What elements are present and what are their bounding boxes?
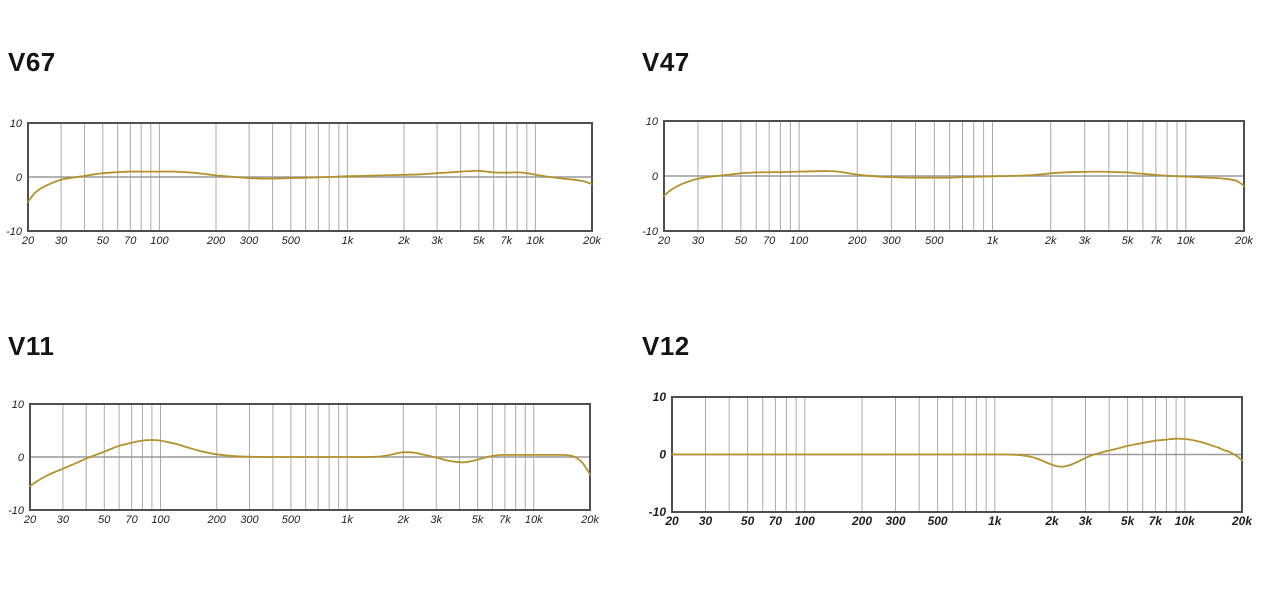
x-axis-tick-label: 30 [57,514,70,526]
x-axis-tick-label: 500 [925,235,944,247]
response-curve [663,170,1245,197]
chart-panel-v47: V47 20 30 50 70 100 200 300 500 1k 2k 3k 5k 7k 10k 20k… [634,0,1268,295]
y-axis-tick-label: 10 [10,118,23,130]
x-axis-tick-label: 70 [763,235,776,247]
response-curve [29,439,591,488]
y-axis-tick-label: 10 [12,399,25,411]
frequency-response-chart-v11: 20 30 50 70 100 200 300 500 1k 2k 3k 5k 7k 10k 20k100-… [8,399,599,526]
x-axis-tick-label: 20k [582,235,601,247]
x-axis-tick-label: 50 [741,514,755,528]
x-axis-tick-label: 2k [397,235,410,247]
x-axis-tick-label: 30 [699,514,713,528]
x-axis-tick-label: 50 [735,235,748,247]
x-axis-tick-label: 7k [1150,235,1162,247]
chart-title-v67: V67 [8,47,56,77]
y-axis-tick-label: -10 [649,505,667,519]
x-axis-tick-label: 30 [55,235,68,247]
response-curve [27,169,593,203]
y-axis-tick-label: 0 [18,452,25,464]
frequency-response-chart-v12: 20 30 50 70 100 200 300 500 1k 2k 3k 5k 7k 10k 20k100-… [649,390,1254,528]
x-axis-tick-label: 5k [473,235,485,247]
chart-panel-v67: V67 20 30 50 70 100 200 300 500 1k 2k 3k 5k 7k 10k 20k… [0,0,634,295]
chart-panel-v12: V12 20 30 50 70 100 200 300 500 1k 2k 3k 5k 7k 10k 20k… [634,295,1268,590]
x-axis-tick-label: 70 [769,514,783,528]
x-axis-tick-label: 7k [1149,514,1164,528]
x-axis-tick-label: 2k [1044,514,1060,528]
y-axis-tick-label: -10 [642,226,659,238]
plot-frame [27,122,593,232]
x-axis-tick-label: 2k [396,514,409,526]
y-axis-tick-label: -10 [8,505,25,517]
x-axis-tick-label: 10k [525,514,543,526]
x-axis-tick-label: 3k [1079,235,1091,247]
x-axis-tick-label: 20 [664,514,679,528]
frequency-response-chart-v67: 20 30 50 70 100 200 300 500 1k 2k 3k 5k 7k 10k 20k100-… [6,118,601,247]
x-axis-tick-label: 20 [21,235,35,247]
x-axis-tick-label: 7k [499,514,511,526]
response-curve [671,437,1243,468]
x-axis-tick-label: 50 [97,235,110,247]
x-axis-tick-label: 3k [430,514,442,526]
x-axis-tick-label: 1k [988,514,1003,528]
y-axis-tick-label: 10 [653,390,667,404]
x-axis-tick-label: 500 [282,235,301,247]
x-axis-tick-label: 100 [150,235,169,247]
x-axis-tick-label: 500 [282,514,301,526]
x-axis-tick-label: 200 [207,514,227,526]
x-axis-tick-label: 20k [1234,235,1253,247]
x-axis-tick-label: 7k [500,235,512,247]
x-axis-tick-label: 5k [1121,514,1136,528]
y-axis-tick-label: 0 [652,171,659,183]
y-axis-tick-label: 10 [646,116,659,128]
x-axis-tick-label: 20 [23,514,37,526]
x-axis-tick-label: 100 [790,235,809,247]
x-axis-tick-label: 50 [98,514,111,526]
x-axis-tick-label: 300 [882,235,901,247]
x-axis-tick-label: 5k [472,514,484,526]
x-axis-tick-label: 30 [692,235,705,247]
y-axis-tick-label: 0 [16,172,23,184]
x-axis-tick-label: 70 [125,514,138,526]
x-axis-tick-label: 300 [240,235,259,247]
x-axis-tick-label: 300 [240,514,259,526]
x-axis-tick-label: 200 [851,514,872,528]
x-axis-tick-label: 1k [341,514,353,526]
x-axis-tick-label: 70 [124,235,137,247]
x-axis-tick-label: 1k [987,235,999,247]
x-axis-tick-label: 20k [580,514,599,526]
frequency-response-chart-v47: 20 30 50 70 100 200 300 500 1k 2k 3k 5k 7k 10k 20k100-… [642,116,1253,247]
x-axis-tick-label: 20k [1231,514,1253,528]
x-axis-tick-label: 1k [342,235,354,247]
x-axis-tick-label: 10k [1175,514,1196,528]
x-axis-tick-label: 10k [527,235,545,247]
chart-title-v12: V12 [642,331,690,361]
y-axis-tick-label: -10 [6,226,23,238]
x-axis-tick-label: 500 [928,514,948,528]
plot-frame [663,120,1245,232]
x-axis-tick-label: 20 [657,235,671,247]
x-axis-tick-label: 2k [1044,235,1057,247]
plot-frame [29,403,591,511]
x-axis-tick-label: 5k [1122,235,1134,247]
x-axis-tick-label: 100 [151,514,170,526]
chart-title-v11: V11 [8,331,55,361]
y-axis-tick-label: 0 [659,448,666,462]
x-axis-tick-label: 100 [795,514,815,528]
x-axis-tick-label: 300 [885,514,905,528]
x-axis-tick-label: 200 [206,235,226,247]
x-axis-tick-label: 200 [847,235,867,247]
x-axis-tick-label: 3k [1079,514,1094,528]
x-axis-tick-label: 3k [431,235,443,247]
chart-title-v47: V47 [642,47,690,77]
chart-panel-v11: V11 20 30 50 70 100 200 300 500 1k 2k 3k 5k 7k 10k 20k… [0,295,634,590]
x-axis-tick-label: 10k [1177,235,1195,247]
